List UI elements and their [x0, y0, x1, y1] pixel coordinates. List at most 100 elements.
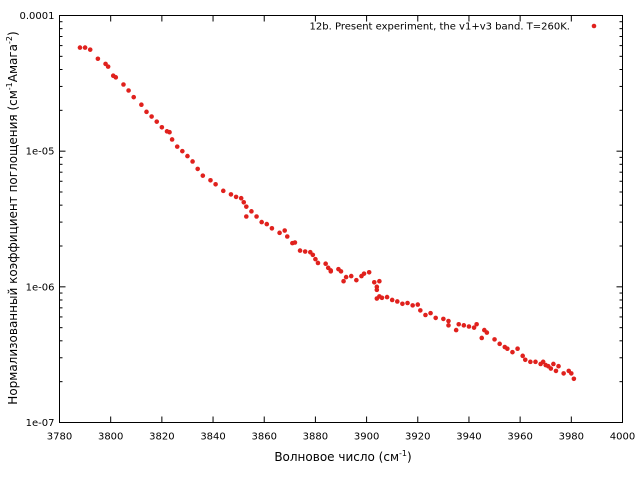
data-point — [238, 195, 244, 201]
data-point — [410, 303, 415, 308]
y-tick-marks — [59, 15, 623, 423]
data-point — [446, 318, 451, 324]
data-point — [269, 226, 275, 231]
data-point — [497, 341, 502, 347]
data-point — [131, 94, 137, 100]
data-point — [377, 278, 382, 284]
y-tick-label: 1e-06 — [26, 282, 55, 293]
data-point — [341, 278, 346, 284]
data-point — [522, 357, 528, 363]
data-point — [384, 294, 390, 300]
x-tick-label: 3820 — [149, 432, 174, 443]
data-point — [405, 300, 410, 306]
data-point — [228, 192, 234, 197]
data-point — [553, 368, 559, 374]
legend-label: 12b. Present experiment, the v1+v3 band.… — [310, 22, 570, 33]
y-tick-label: 1e-07 — [26, 418, 55, 429]
x-tick-labels: 3780 3800 3820 3840 3860 3880 3900 3920 3940 3960… — [47, 432, 635, 443]
data-point — [510, 349, 515, 355]
legend-marker — [591, 23, 597, 29]
data-point — [474, 321, 479, 327]
x-tick-label: 3920 — [405, 432, 430, 443]
data-point — [492, 337, 497, 342]
data-point — [213, 181, 218, 187]
x-tick-marks — [59, 15, 623, 423]
plot-frame — [59, 15, 623, 423]
y-axis-label-tail: ) — [6, 31, 20, 36]
data-point — [484, 330, 490, 335]
data-point — [446, 323, 451, 328]
data-point — [371, 279, 377, 285]
data-point — [233, 194, 239, 200]
data-point — [433, 315, 438, 321]
data-point — [297, 248, 303, 253]
data-point — [453, 327, 459, 333]
data-point — [159, 124, 165, 130]
data-point — [315, 260, 321, 266]
data-point — [244, 214, 249, 219]
data-point — [361, 271, 367, 276]
data-point — [87, 47, 93, 52]
data-point — [323, 261, 328, 267]
data-point — [241, 199, 247, 205]
data-point — [105, 64, 111, 69]
data-point — [302, 249, 308, 254]
data-point — [540, 359, 546, 365]
data-point — [185, 153, 190, 159]
x-axis-label: Волновое число (см-1) — [274, 449, 411, 464]
x-tick-label: 3800 — [98, 432, 123, 443]
y-tick-label: 1e-05 — [26, 147, 55, 158]
data-point — [379, 295, 385, 301]
data-point — [400, 301, 405, 307]
data-point — [471, 325, 477, 330]
data-point — [338, 269, 344, 274]
data-point — [167, 129, 172, 135]
y-tick-label: 0.0001 — [20, 11, 55, 22]
data-point — [561, 371, 566, 376]
x-tick-label: 3860 — [252, 432, 277, 443]
data-point — [144, 109, 149, 115]
data-point — [505, 346, 510, 351]
data-point — [348, 273, 354, 279]
data-point — [441, 316, 446, 322]
y-axis-label-sup-2: -2 — [5, 36, 14, 44]
data-point — [208, 177, 213, 183]
data-point — [548, 366, 554, 371]
x-tick-label: 3900 — [354, 432, 379, 443]
y-axis-label-main: Нормализованный коэффициент поглощения (… — [6, 90, 20, 404]
data-point — [556, 363, 561, 369]
data-point — [244, 204, 249, 209]
data-point — [528, 359, 533, 365]
data-point — [479, 335, 485, 341]
data-point — [569, 371, 574, 376]
data-point — [418, 308, 423, 313]
data-point — [121, 82, 126, 87]
x-tick-label: 3840 — [200, 432, 225, 443]
x-tick-label: 3940 — [456, 432, 481, 443]
x-tick-label: 3960 — [507, 432, 532, 443]
data-point — [149, 114, 154, 119]
y-axis-label: Нормализованный коэффициент поглощения (… — [5, 31, 20, 404]
data-point — [456, 321, 462, 327]
x-tick-label: 4000 — [610, 432, 635, 443]
data-point — [284, 234, 290, 239]
data-point — [82, 45, 88, 50]
data-point — [533, 359, 538, 365]
data-point — [95, 56, 101, 62]
data-point — [190, 159, 195, 164]
data-point — [354, 277, 359, 283]
data-point — [374, 287, 380, 293]
x-axis-label-main: Волновое число (см — [274, 450, 399, 464]
data-point — [180, 148, 185, 154]
data-point — [515, 346, 520, 351]
data-point — [292, 240, 298, 245]
data-point — [461, 323, 467, 328]
data-point — [264, 221, 270, 227]
data-point — [389, 297, 395, 303]
data-point — [200, 173, 206, 178]
data-point — [428, 310, 433, 316]
y-axis-label-sup-1: -1 — [5, 82, 14, 90]
y-axis-label-mid: Амага — [6, 44, 20, 82]
data-point — [551, 361, 556, 367]
